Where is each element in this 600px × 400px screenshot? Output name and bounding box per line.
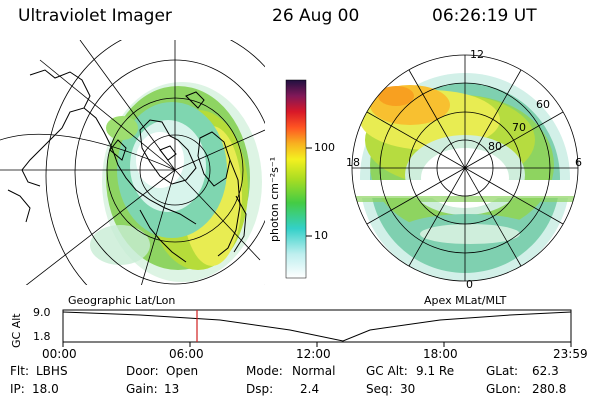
title: Ultraviolet Imager: [18, 6, 172, 26]
timeline-ytick-9: 9.0: [33, 306, 51, 319]
timeline-xtick-0600: 06:00: [169, 347, 204, 361]
seq-label: Seq:: [366, 382, 393, 396]
glat-label: GLat:: [486, 364, 519, 378]
mlt-spokes: [352, 55, 578, 281]
mlat-label-70: 70: [512, 121, 526, 134]
date: 26 Aug 00: [272, 6, 360, 26]
timeline-ylabel: GC Alt: [10, 313, 23, 348]
gain-label: Gain:: [126, 382, 158, 396]
mlt-label-18: 18: [346, 156, 360, 169]
glon-label: GLon:: [486, 382, 521, 396]
mode-label: Mode:: [246, 364, 283, 378]
left-panel-label: Geographic Lat/Lon: [68, 294, 176, 307]
flt-value: LBHS: [36, 364, 68, 378]
time: 06:26:19 UT: [432, 6, 537, 26]
timeline-xtick-2359: 23:59: [553, 347, 588, 361]
timeline-xtick-1200: 12:00: [296, 347, 331, 361]
altitude-curve: [62, 311, 572, 342]
latlon-grid: [0, 40, 265, 285]
door-value: Open: [166, 364, 199, 378]
auroral-oval-left: [90, 82, 262, 282]
mlat-label-60: 60: [536, 98, 550, 111]
ip-value: 18.0: [32, 382, 59, 396]
glon-value: 280.8: [532, 382, 567, 396]
colorbar: [285, 79, 307, 279]
gain-value: 13: [164, 382, 180, 396]
timeline-xtick-1800: 18:00: [423, 347, 458, 361]
mode-value: Normal: [292, 364, 336, 378]
door-label: Door:: [126, 364, 159, 378]
timeline-ytick-1.8: 1.8: [33, 330, 51, 343]
mlat-label-80: 80: [488, 140, 502, 153]
timeline-xtick-0000: 00:00: [42, 347, 77, 361]
right-panel-label: Apex MLat/MLT: [424, 294, 507, 307]
colorbar-label-10: 10: [314, 229, 328, 242]
dsp-value: 2.4: [300, 382, 320, 396]
mlt-label-0: 0: [466, 278, 473, 291]
mlt-label-12: 12: [470, 48, 484, 61]
colorbar-label-100: 100: [314, 141, 335, 154]
coastlines: [7, 69, 247, 263]
gcalt-label: GC Alt:: [366, 364, 408, 378]
ip-label: IP:: [10, 382, 25, 396]
mlt-label-6: 6: [575, 156, 582, 169]
seq-value: 30: [400, 382, 416, 396]
altitude-timeline: [62, 309, 572, 347]
colorbar-unit-label: photon cm⁻²s⁻¹: [268, 156, 281, 242]
flt-label: Flt:: [10, 364, 29, 378]
dsp-label: Dsp:: [246, 382, 274, 396]
mlat-mlt-dial: [351, 54, 579, 282]
glat-value: 62.3: [532, 364, 559, 378]
geographic-map: [0, 40, 265, 285]
gcalt-value: 9.1 Re: [416, 364, 455, 378]
